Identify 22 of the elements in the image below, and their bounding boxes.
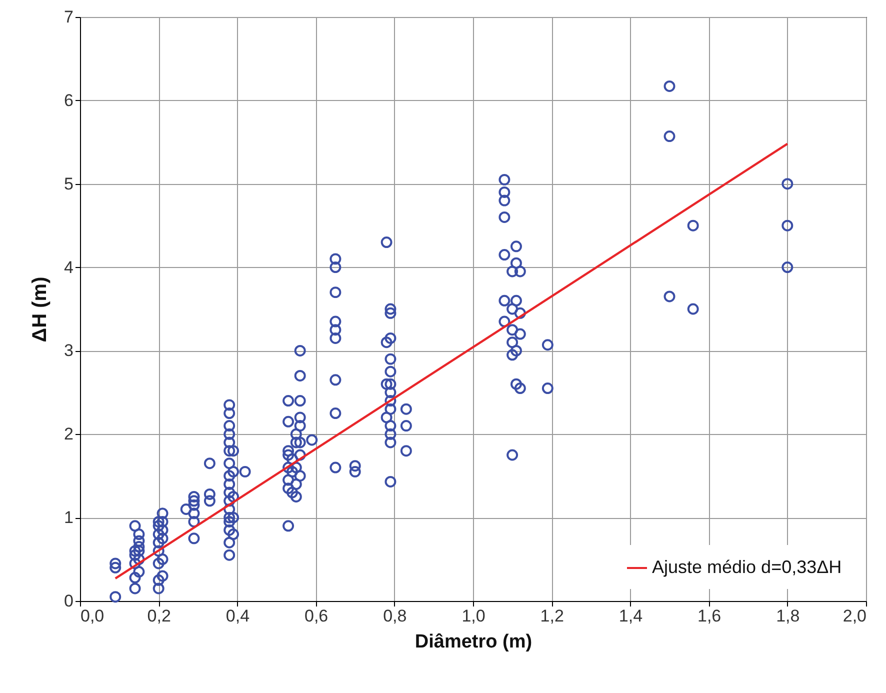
x-tick-label: 1,4 xyxy=(618,606,643,626)
x-tick-label: 0,6 xyxy=(304,606,328,626)
x-tick-label: 2,0 xyxy=(842,606,866,626)
y-tick-label: 2 xyxy=(64,424,74,444)
y-tick-label: 7 xyxy=(64,8,74,26)
x-tick-label: 1,2 xyxy=(540,606,564,626)
x-tick-label: 1,6 xyxy=(697,606,722,626)
x-tick-label: 0,4 xyxy=(226,606,250,626)
x-axis-title: Diâmetro (m) xyxy=(414,632,532,652)
legend-label: Ajuste médio d=0,33ΔH xyxy=(652,557,842,577)
y-tick-label: 3 xyxy=(64,341,74,360)
y-tick-label: 4 xyxy=(64,258,74,277)
x-tick-label: 1,0 xyxy=(462,606,486,626)
x-tick-label: 0,0 xyxy=(80,606,104,626)
y-tick-label: 1 xyxy=(64,508,74,528)
x-tick-label: 0,8 xyxy=(383,606,407,626)
y-tick-label: 5 xyxy=(64,174,74,194)
x-tick-label: 0,2 xyxy=(147,606,171,626)
y-tick-label: 6 xyxy=(64,90,74,110)
x-tick-label: 1,8 xyxy=(776,606,800,626)
y-axis-title: ΔH (m) xyxy=(29,276,52,342)
y-tick-label: 0 xyxy=(64,592,74,610)
